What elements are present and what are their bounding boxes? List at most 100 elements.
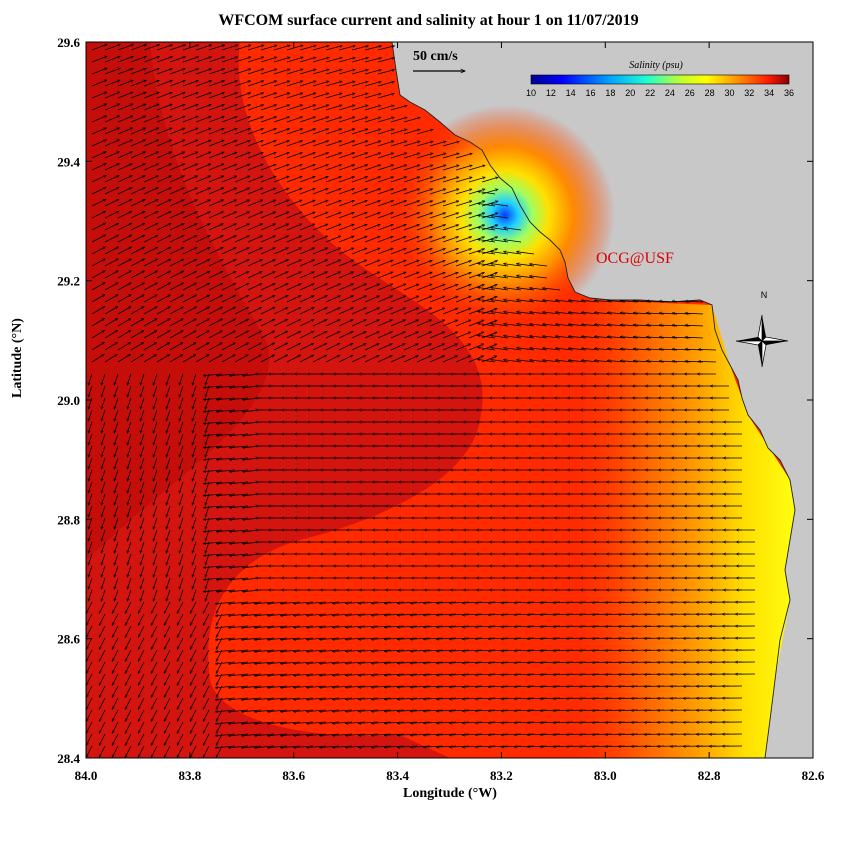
current-vector — [273, 152, 289, 159]
current-vector — [221, 247, 236, 255]
current-vector — [247, 164, 263, 171]
current-vector — [208, 211, 224, 219]
current-vector — [299, 69, 316, 75]
current-vector — [377, 58, 395, 63]
current-vector — [390, 153, 407, 159]
current-vector — [273, 45, 290, 51]
current-vector — [299, 81, 316, 87]
current-vector — [364, 58, 382, 63]
current-vector — [130, 127, 146, 135]
current-vector — [481, 189, 498, 195]
current-vector — [260, 247, 276, 255]
compass-north-label: N — [761, 290, 768, 300]
current-vector — [195, 140, 211, 147]
current-vector — [273, 188, 289, 195]
current-vector — [364, 177, 381, 183]
current-vector — [156, 116, 172, 123]
current-vector — [247, 188, 263, 195]
current-vector — [312, 105, 329, 111]
current-vector — [403, 141, 420, 147]
current-vector — [104, 198, 119, 207]
current-vector — [247, 247, 263, 255]
current-vector — [390, 189, 407, 195]
current-vector — [221, 69, 238, 75]
current-vector — [377, 248, 393, 255]
current-vector — [234, 199, 250, 207]
current-vector — [429, 237, 446, 243]
current-vector — [364, 70, 381, 75]
current-vector — [351, 70, 368, 75]
current-vector — [351, 224, 367, 231]
current-vector — [221, 140, 237, 147]
current-vector — [416, 201, 433, 207]
current-vector — [503, 252, 522, 255]
current-vector — [338, 153, 355, 159]
current-vector — [390, 224, 406, 231]
current-vector — [377, 82, 394, 87]
current-vector — [312, 46, 329, 51]
current-vector — [286, 129, 303, 135]
current-vector — [260, 152, 276, 159]
current-vector — [182, 57, 199, 63]
current-vector — [260, 117, 277, 123]
current-vector — [429, 141, 446, 147]
current-vector — [429, 225, 446, 231]
current-vector — [195, 81, 212, 87]
current-vector — [221, 116, 237, 123]
current-vector — [312, 224, 328, 231]
current-vector — [416, 189, 433, 195]
current-vector — [169, 223, 184, 231]
current-vector — [312, 176, 328, 183]
current-vector — [182, 211, 197, 219]
current-vector — [260, 164, 276, 171]
map-title: WFCOM surface current and salinity at ho… — [218, 12, 639, 29]
current-vector — [143, 222, 158, 231]
current-vector — [156, 175, 172, 183]
colorbar-tick-label: 14 — [566, 88, 576, 98]
current-vector — [364, 129, 381, 135]
current-vector — [455, 249, 472, 255]
current-vector — [104, 56, 120, 63]
current-vector — [143, 199, 158, 207]
x-axis-label: Longitude (°W) — [403, 786, 497, 801]
current-vector — [91, 234, 106, 243]
current-vector — [286, 141, 303, 147]
current-vector — [390, 213, 407, 219]
current-vector — [481, 177, 498, 183]
current-vector — [503, 228, 522, 231]
current-vector — [143, 104, 159, 111]
current-vector — [273, 235, 289, 243]
current-vector — [491, 216, 509, 219]
current-vector — [169, 69, 186, 75]
current-vector — [208, 93, 225, 99]
watermark: OCG@USF — [596, 250, 674, 267]
current-vector — [221, 211, 237, 219]
current-vector — [273, 164, 289, 171]
current-vector — [104, 186, 119, 195]
current-vector — [260, 235, 276, 243]
current-vector — [91, 198, 106, 207]
current-vector — [143, 116, 159, 123]
current-vector — [234, 69, 251, 75]
current-vector — [364, 236, 380, 243]
x-tick-label: 83.6 — [282, 768, 305, 783]
current-vector — [478, 203, 496, 207]
current-vector — [182, 104, 198, 111]
current-vector — [182, 151, 198, 159]
current-vector — [182, 92, 198, 99]
current-vector — [468, 165, 485, 171]
colorbar-tick-label: 16 — [586, 88, 596, 98]
current-vector — [169, 116, 185, 123]
current-vector — [325, 81, 342, 87]
current-vector — [91, 174, 106, 183]
current-vector — [299, 141, 316, 147]
current-vector — [130, 187, 145, 195]
current-vector — [351, 129, 368, 135]
current-vector — [195, 175, 211, 183]
current-vector — [377, 141, 394, 147]
current-vector — [429, 201, 446, 207]
current-vector — [403, 248, 419, 255]
current-vector — [169, 211, 184, 219]
current-vector — [260, 105, 277, 111]
